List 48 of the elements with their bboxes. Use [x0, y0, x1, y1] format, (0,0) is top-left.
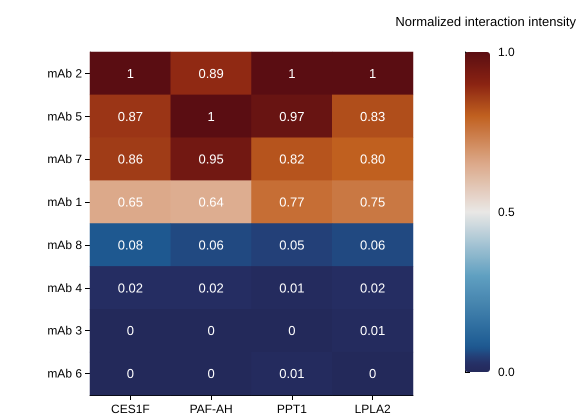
- data-label: 0.64: [198, 194, 224, 210]
- data-label: 0.06: [198, 237, 224, 252]
- y-tick-label: mAb 7: [47, 152, 82, 166]
- x-tick-label: LPLA2: [354, 402, 391, 416]
- data-label: 0.02: [198, 280, 224, 296]
- y-tick-label: mAb 5: [47, 109, 82, 124]
- data-label: 0: [369, 366, 376, 382]
- y-tick-label: mAb 2: [47, 66, 82, 80]
- data-label: 1: [369, 66, 376, 81]
- y-tick-label: mAb 4: [47, 280, 82, 295]
- data-label: 1: [288, 66, 296, 81]
- data-label: 0.83: [360, 108, 386, 124]
- data-label: 0.97: [279, 108, 305, 124]
- data-label: 0.95: [198, 152, 224, 167]
- color-bar-label: 0.5: [498, 205, 516, 219]
- data-label: 0.87: [118, 108, 144, 124]
- x-tick-label: PPT1: [276, 402, 308, 416]
- data-label: 0: [126, 366, 134, 382]
- data-label: 0.08: [118, 237, 144, 252]
- data-label: 0: [126, 323, 134, 338]
- y-tick-label: mAb 1: [47, 195, 82, 210]
- x-tick-label: PAF-AH: [190, 402, 233, 416]
- data-label: 0: [208, 366, 215, 382]
- data-label: 0.06: [360, 237, 386, 252]
- y-tick-label: mAb 8: [47, 238, 82, 252]
- color-bar-title: Normalized interaction intensity: [395, 14, 576, 29]
- data-label: 0.82: [279, 152, 305, 167]
- data-label: 0.65: [118, 194, 144, 210]
- data-label: 1: [126, 66, 134, 81]
- data-label: 0.01: [279, 366, 305, 382]
- data-label: 0: [208, 323, 215, 338]
- x-tick-label: CES1F: [111, 402, 150, 416]
- data-label: 0.77: [279, 194, 305, 210]
- data-label: 0.01: [360, 323, 386, 338]
- data-label: 0.80: [360, 152, 386, 167]
- data-label: 0.01: [279, 280, 305, 296]
- data-label: 0.89: [198, 66, 224, 81]
- color-bar-label: 1.0: [498, 45, 516, 59]
- data-label: 0: [288, 323, 296, 338]
- data-label: 0.05: [279, 237, 305, 252]
- y-tick-label: mAb 3: [47, 324, 82, 338]
- data-label: 0.02: [118, 280, 144, 296]
- data-label: 0.75: [360, 194, 386, 210]
- data-label: 0.02: [360, 280, 386, 296]
- y-tick-label: mAb 6: [47, 366, 82, 381]
- color-bar-label: 0.0: [498, 365, 516, 379]
- data-label: 0.86: [118, 152, 144, 167]
- data-label: 1: [208, 108, 215, 124]
